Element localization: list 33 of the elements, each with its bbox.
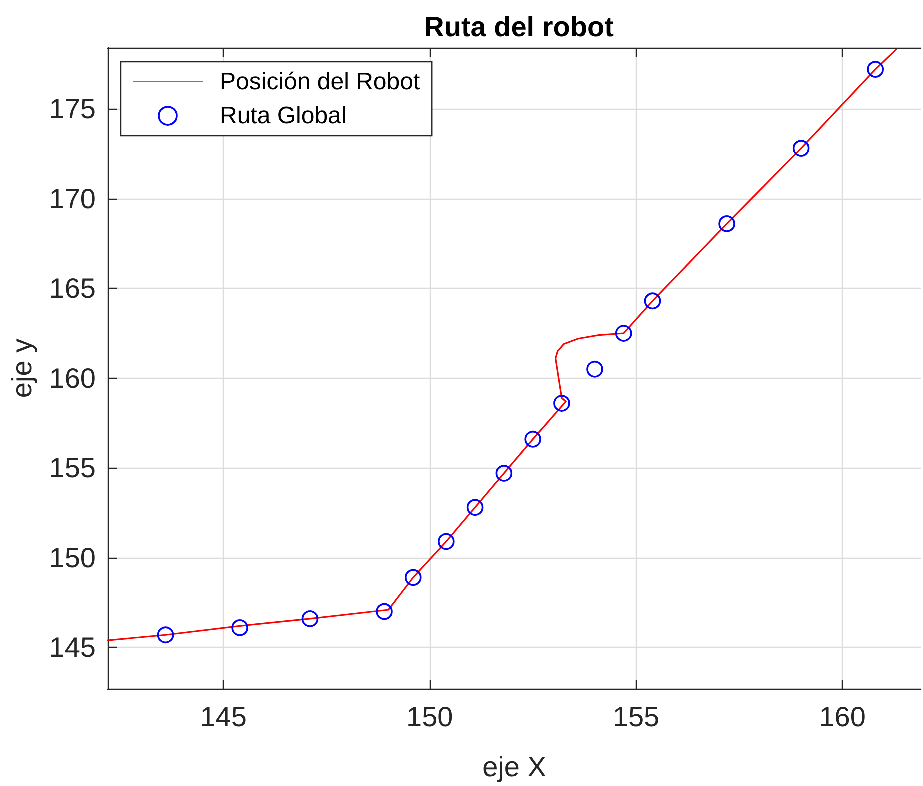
point: [792, 140, 810, 157]
point: [524, 431, 542, 448]
point: [586, 361, 604, 378]
point: [376, 603, 393, 620]
y-tick-label: 175: [49, 94, 96, 125]
y-tick-label: 160: [49, 362, 96, 394]
x-tick-label: 155: [612, 702, 660, 732]
point: [232, 620, 248, 636]
y-tick-label: 165: [49, 273, 96, 304]
x-tick-label: 145: [200, 702, 247, 732]
y-tick-label: 150: [49, 542, 96, 574]
point: [496, 465, 513, 482]
point: [157, 626, 174, 644]
point: [867, 61, 884, 78]
legend-label: Ruta Global: [220, 102, 347, 130]
chart-title: Ruta del robot: [424, 12, 614, 42]
line-series: [107, 48, 898, 642]
x-axis-title: eje X: [482, 752, 547, 782]
point: [554, 395, 570, 412]
point: [302, 610, 319, 628]
point: [644, 292, 662, 310]
y-tick-label: 155: [49, 452, 96, 484]
y-tick-label: 145: [49, 632, 96, 664]
x-tick-label: 160: [819, 702, 866, 732]
point: [718, 216, 736, 232]
point: [438, 533, 455, 550]
y-tick-label: 170: [49, 183, 96, 214]
legend-label: Posición del Robot: [220, 68, 420, 96]
point: [405, 569, 422, 586]
y-axis-title: eje y: [6, 338, 38, 398]
x-tick-label: 150: [406, 702, 454, 732]
point: [466, 499, 484, 516]
point: [615, 325, 632, 342]
